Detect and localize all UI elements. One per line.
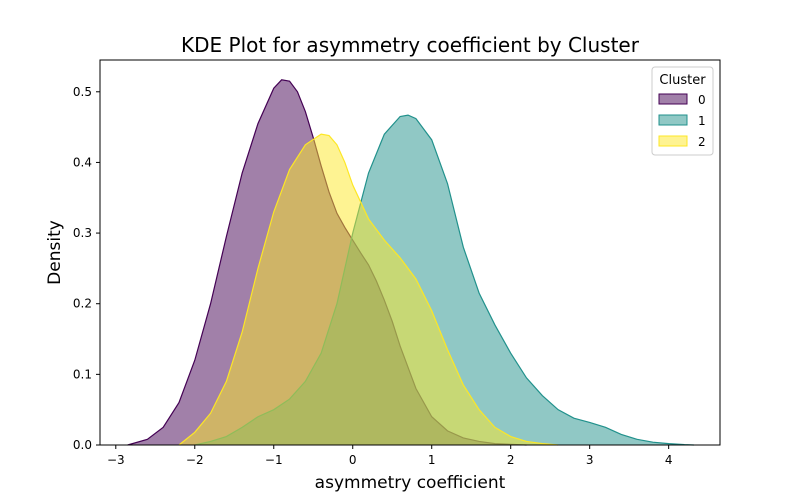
legend-box — [651, 66, 714, 156]
series-layer — [127, 79, 694, 446]
x-tick-label: 0 — [349, 453, 357, 467]
series-line-2 — [178, 133, 559, 446]
legend-swatch-2 — [658, 135, 688, 147]
legend-title: Cluster — [659, 73, 706, 88]
x-tick-label: 1 — [428, 453, 436, 467]
series-area-2 — [178, 134, 559, 446]
legend-swatch-0 — [658, 93, 688, 105]
y-tick-label: 0.5 — [73, 85, 92, 99]
x-tick-label: 2 — [507, 453, 515, 467]
y-tick-label: 0.2 — [73, 297, 92, 311]
x-tick-label: −2 — [186, 453, 204, 467]
y-tick-label: 0.4 — [73, 155, 92, 169]
y-axis-ticks: 0.0 0.1 0.2 0.3 0.4 0.5 — [73, 85, 100, 452]
legend-swatch-1 — [658, 114, 688, 126]
legend: Cluster 0 1 2 — [651, 66, 714, 156]
y-tick-label: 0.1 — [73, 367, 92, 381]
plot-frame — [99, 59, 721, 446]
legend-label-2: 2 — [698, 135, 706, 149]
chart-title: KDE Plot for asymmetry coefficient by Cl… — [181, 33, 640, 57]
legend-items: 0 1 2 — [658, 93, 706, 149]
legend-label-0: 0 — [698, 93, 706, 107]
x-tick-label: −1 — [265, 453, 283, 467]
x-tick-label: −3 — [107, 453, 125, 467]
y-axis-label: Density — [45, 220, 65, 285]
x-axis-ticks: −3 −2 −1 0 1 2 3 4 — [107, 445, 673, 467]
y-tick-label: 0.3 — [73, 226, 92, 240]
y-tick-label: 0.0 — [73, 438, 92, 452]
x-axis-label: asymmetry coefficient — [315, 473, 506, 493]
legend-label-1: 1 — [698, 114, 706, 128]
x-tick-label: 4 — [665, 453, 673, 467]
x-tick-label: 3 — [586, 453, 594, 467]
